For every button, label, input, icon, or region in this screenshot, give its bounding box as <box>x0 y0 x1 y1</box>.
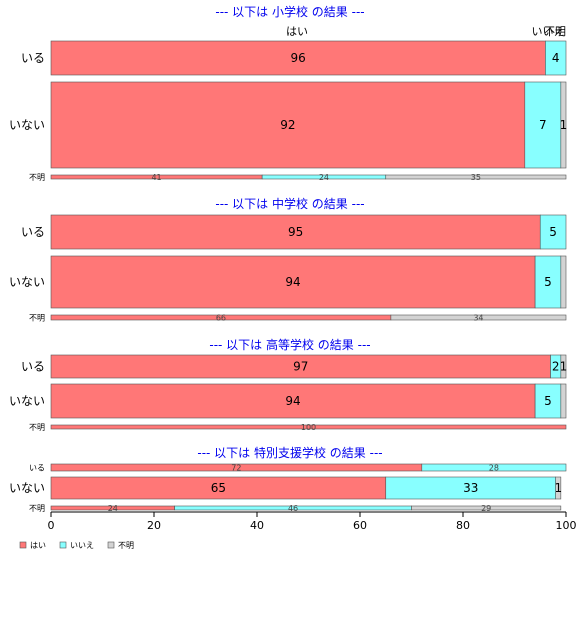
x-tick-label: 40 <box>250 519 264 532</box>
bar-segment <box>524 81 562 169</box>
row-label: いない <box>9 394 45 408</box>
data-label: 41 <box>151 173 161 182</box>
bar-segment <box>534 383 562 419</box>
bar-segment <box>411 505 562 511</box>
row-label: いない <box>9 118 45 132</box>
bar-segment <box>539 214 567 250</box>
row-label: いる <box>21 360 45 374</box>
data-label: 100 <box>301 423 316 432</box>
legend-label: はい <box>30 541 46 550</box>
bar-segment <box>50 383 536 419</box>
data-label: 97 <box>293 360 308 374</box>
bar-segment <box>560 354 567 379</box>
bar-segment <box>555 476 562 500</box>
data-label: 46 <box>288 504 298 513</box>
data-label: 94 <box>285 275 300 289</box>
data-label: 96 <box>291 51 306 65</box>
bar-segment <box>560 81 567 169</box>
data-label: 29 <box>481 504 491 513</box>
row-label: 不明 <box>29 173 45 182</box>
row-label: いる <box>29 464 45 473</box>
x-tick-label: 60 <box>353 519 367 532</box>
x-tick-label: 100 <box>556 519 577 532</box>
data-label: 5 <box>544 275 552 289</box>
column-header: いいえ <box>532 25 565 38</box>
x-tick-label: 20 <box>147 519 161 532</box>
row-label: 不明 <box>29 314 45 323</box>
data-label: 24 <box>319 173 329 182</box>
panel-title: --- 以下は 特別支援学校 の結果 --- <box>197 445 382 460</box>
data-label: 1 <box>560 360 568 374</box>
data-label: 5 <box>544 394 552 408</box>
data-label: 72 <box>231 464 241 473</box>
legend-swatch <box>59 541 67 549</box>
data-label: 33 <box>463 481 478 495</box>
row-label: いる <box>21 51 45 65</box>
bar-segment <box>50 424 567 430</box>
column-header: 不明 <box>544 25 566 38</box>
data-label: 34 <box>473 314 483 323</box>
data-label: 1 <box>560 118 568 132</box>
data-label: 95 <box>288 225 303 239</box>
bar-segment <box>421 463 567 472</box>
x-tick-label: 0 <box>48 519 55 532</box>
column-header: はい <box>286 25 308 38</box>
data-label: 28 <box>489 464 499 473</box>
row-label: 不明 <box>29 504 45 513</box>
panel-title: --- 以下は 小学校 の結果 --- <box>215 4 364 19</box>
data-label: 2 <box>552 360 560 374</box>
legend-label: いいえ <box>70 541 94 550</box>
data-label: 92 <box>280 118 295 132</box>
data-label: 1 <box>554 481 562 495</box>
data-label: 66 <box>216 314 226 323</box>
data-label: 5 <box>549 225 557 239</box>
data-label: 7 <box>539 118 547 132</box>
data-label: 24 <box>108 504 118 513</box>
panel-title: --- 以下は 中学校 の結果 --- <box>215 196 364 211</box>
data-label: 94 <box>285 394 300 408</box>
bar-segment <box>560 255 567 309</box>
data-label: 65 <box>211 481 226 495</box>
legend-swatch <box>19 541 27 549</box>
row-label: いない <box>9 481 45 495</box>
bar-segment <box>390 314 567 321</box>
bar-segment <box>560 383 567 419</box>
data-label: 35 <box>471 173 481 182</box>
bar-segment <box>50 214 541 250</box>
data-label: 4 <box>552 51 560 65</box>
bar-segment <box>385 174 567 180</box>
panel-title: --- 以下は 高等学校 の結果 --- <box>209 337 370 352</box>
x-tick-label: 80 <box>456 519 470 532</box>
bar-segment <box>50 255 536 309</box>
legend-swatch <box>107 541 115 549</box>
legend-label: 不明 <box>118 541 134 550</box>
row-label: いない <box>9 275 45 289</box>
row-label: いる <box>21 225 45 239</box>
row-label: 不明 <box>29 423 45 432</box>
bar-segment <box>545 40 567 76</box>
